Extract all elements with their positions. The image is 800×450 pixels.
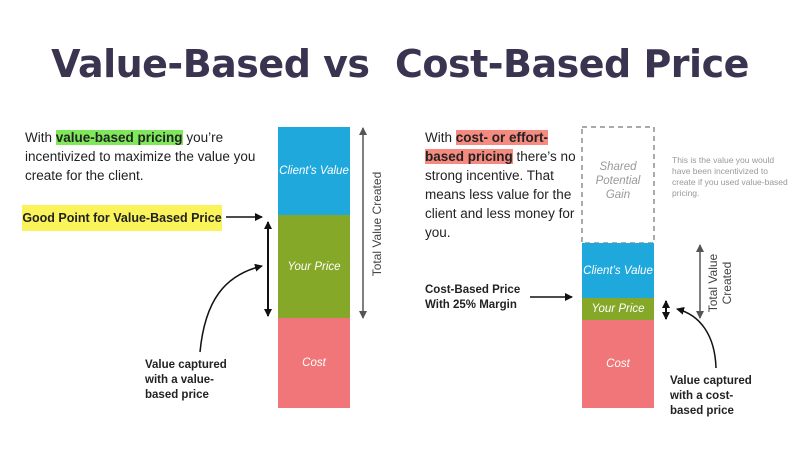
title: Value-Based vs Cost-Based Price [51, 42, 749, 86]
text: there’s no strong incentive. That means … [425, 149, 576, 240]
cost-segment: Cost [582, 320, 654, 408]
clients-value-segment: Client’s Value [278, 127, 350, 215]
callout: Cost-Based Price With 25% Margin [425, 284, 521, 311]
left-intro: With value-based pricing you’re incentiv… [25, 128, 265, 185]
shared-note: This is the value you would have been in… [672, 155, 788, 198]
your-price-segment: Your Price [582, 298, 654, 320]
cost-segment: Cost [278, 318, 350, 408]
text: you’re incentivized to maximize the valu… [25, 130, 256, 183]
captured-arrow [199, 263, 263, 353]
shared-gain-label: Shared Potential Gain [595, 161, 641, 201]
highlight: value-based pricing [55, 130, 183, 145]
text: With [25, 130, 56, 145]
shared-gain-box [581, 126, 655, 244]
total-label: Total Value Created [370, 171, 384, 277]
callout: Good Point for Value-Based Price [22, 205, 222, 231]
captured-note: Value captured with a value-based price [145, 359, 227, 401]
right-intro: With cost- or effort-based pricing there… [425, 128, 580, 242]
your-price-segment: Your Price [278, 215, 350, 318]
captured-note: Value captured with a cost-based price [670, 375, 752, 417]
text: With [425, 130, 456, 145]
captured-arrow [676, 306, 717, 369]
total-label: Total Value Created [706, 253, 734, 313]
clients-value-segment: Client’s Value [582, 243, 654, 298]
